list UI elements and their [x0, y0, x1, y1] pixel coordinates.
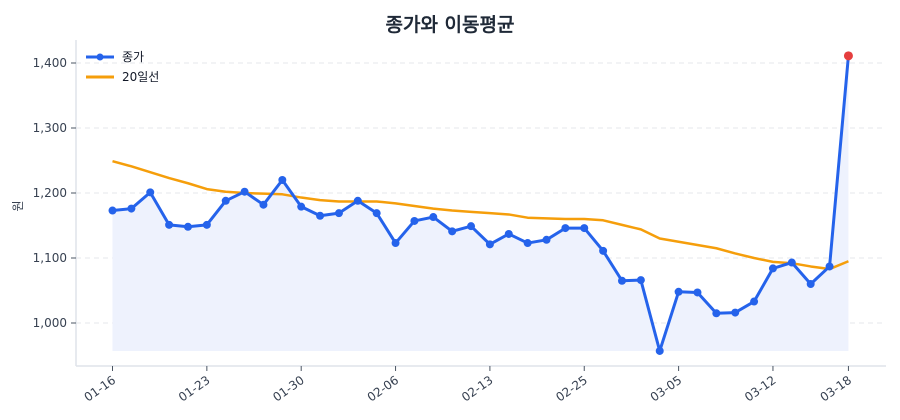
- latest-point-marker: [843, 51, 853, 61]
- data-point-marker: [429, 213, 438, 222]
- data-point-marker: [165, 220, 174, 229]
- data-point-marker: [146, 188, 155, 197]
- y-tick-label: 1,300: [33, 121, 67, 135]
- data-point-marker: [485, 240, 494, 249]
- x-tick-label: 01-30: [270, 373, 307, 404]
- data-point-marker: [183, 222, 192, 231]
- data-point-marker: [561, 224, 570, 233]
- ma20-line: [112, 159, 849, 271]
- data-point-marker: [599, 246, 608, 255]
- data-point-marker: [674, 287, 683, 296]
- x-axis-ticks: 01-16 01-23 01-30 02-06 02-13 02-25 03-05 03-12…: [82, 366, 855, 404]
- close-polyline: [112, 55, 850, 353]
- data-point-marker: [410, 216, 419, 225]
- data-point-marker: [278, 176, 287, 184]
- x-tick-label: 01-16: [82, 373, 119, 404]
- data-point-marker: [750, 297, 759, 306]
- x-tick-label: 03-18: [818, 373, 855, 404]
- data-point-marker: [259, 200, 268, 209]
- data-point-marker: [693, 288, 702, 297]
- ma20-polyline: [112, 159, 849, 271]
- y-axis-label: 원: [11, 200, 25, 211]
- data-point-marker: [202, 220, 211, 229]
- x-tick-label: 02-25: [553, 373, 590, 404]
- y-tick-label: 1,400: [33, 56, 67, 70]
- data-point-marker: [655, 346, 664, 355]
- data-point-marker: [731, 308, 740, 317]
- y-tick-label: 1,100: [33, 251, 67, 265]
- data-point-marker: [108, 206, 117, 215]
- legend-close-marker-icon: [96, 53, 104, 61]
- data-point-marker: [353, 196, 362, 205]
- data-point-marker: [542, 235, 551, 244]
- x-tick-label: 02-13: [459, 373, 496, 404]
- legend-close-label: 종가: [122, 50, 144, 64]
- data-point-marker: [806, 280, 815, 288]
- legend: 종가 20일선: [86, 50, 159, 84]
- data-point-marker: [391, 239, 400, 248]
- y-tick-label: 1,000: [33, 316, 67, 330]
- data-point-marker: [127, 204, 136, 213]
- data-point-marker: [240, 187, 249, 196]
- data-point-marker: [617, 276, 626, 285]
- chart-title: 종가와 이동평균: [385, 14, 515, 36]
- data-point-marker: [768, 264, 777, 273]
- data-point-marker: [825, 262, 834, 271]
- close-area-fill: [112, 55, 849, 351]
- data-point-marker: [221, 196, 230, 205]
- area-fill: [112, 55, 849, 351]
- data-point-marker: [504, 229, 513, 238]
- data-point-marker: [636, 276, 645, 285]
- data-point-marker: [467, 222, 476, 231]
- y-tick-label: 1,200: [33, 186, 67, 200]
- x-tick-label: 03-05: [648, 373, 685, 404]
- data-point-marker: [787, 258, 796, 267]
- axes: [75, 40, 886, 367]
- x-tick-label: 01-23: [176, 373, 213, 404]
- data-point-marker: [372, 209, 381, 218]
- y-axis-ticks: 1,000 1,100 1,200 1,300 1,400: [33, 56, 76, 330]
- x-tick-label: 03-12: [742, 373, 779, 404]
- data-point-marker: [297, 202, 306, 211]
- data-point-marker: [712, 309, 721, 318]
- data-point-marker: [523, 239, 532, 248]
- x-tick-label: 02-06: [365, 373, 402, 404]
- data-point-marker: [334, 209, 343, 218]
- data-point-marker: [316, 211, 325, 220]
- close-price-line: [108, 51, 853, 355]
- data-point-marker: [448, 227, 457, 236]
- data-point-marker: [580, 224, 589, 233]
- legend-ma20-label: 20일선: [122, 70, 159, 84]
